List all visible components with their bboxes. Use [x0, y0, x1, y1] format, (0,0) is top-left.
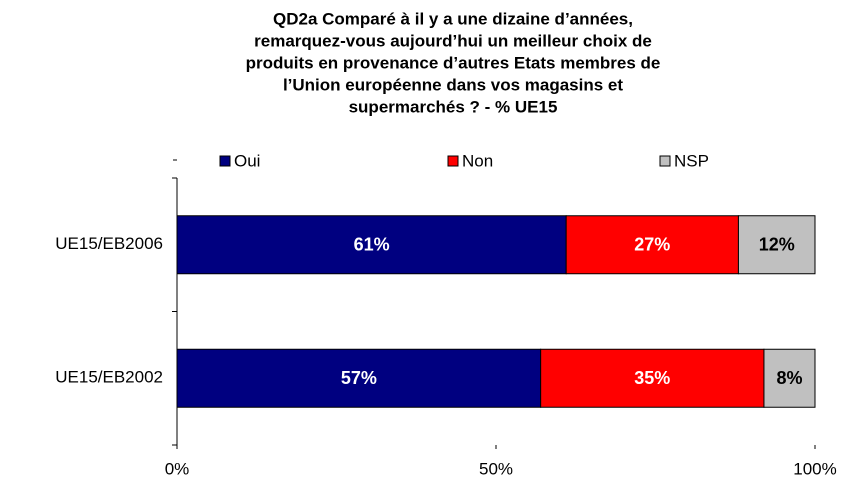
x-tick-label: 50%: [479, 459, 513, 478]
value-label: 8%: [776, 368, 802, 388]
y-tick-label: UE15/EB2002: [55, 368, 163, 387]
bar-segment: [763, 348, 816, 408]
legend-label: Non: [462, 151, 493, 170]
legend-swatch: [659, 155, 671, 167]
x-tick-label: 100%: [793, 459, 836, 478]
value-label: 35%: [634, 368, 670, 388]
y-tick-label: UE15/EB2006: [55, 234, 163, 253]
legend-swatch: [447, 155, 459, 167]
legend-label: Oui: [234, 151, 260, 170]
bar-segment: [176, 215, 567, 275]
chart-title: QD2a Comparé à il y a une dizaine d’anné…: [273, 9, 633, 28]
chart-title: remarquez-vous aujourd’hui un meilleur c…: [254, 31, 652, 50]
value-label: 12%: [759, 235, 795, 255]
chart-title: produits en provenance d’autres Etats me…: [246, 53, 661, 72]
bar-segment: [737, 215, 816, 275]
bar-segment: [565, 215, 739, 275]
value-label: 27%: [634, 235, 670, 255]
value-label: 57%: [341, 368, 377, 388]
x-tick-label: 0%: [165, 459, 190, 478]
legend-swatch: [219, 155, 231, 167]
chart-title: l’Union européenne dans vos magasins et: [283, 75, 623, 94]
value-label: 61%: [354, 235, 390, 255]
chart-title: supermarchés ? - % UE15: [349, 97, 558, 116]
legend-label: NSP: [674, 151, 709, 170]
